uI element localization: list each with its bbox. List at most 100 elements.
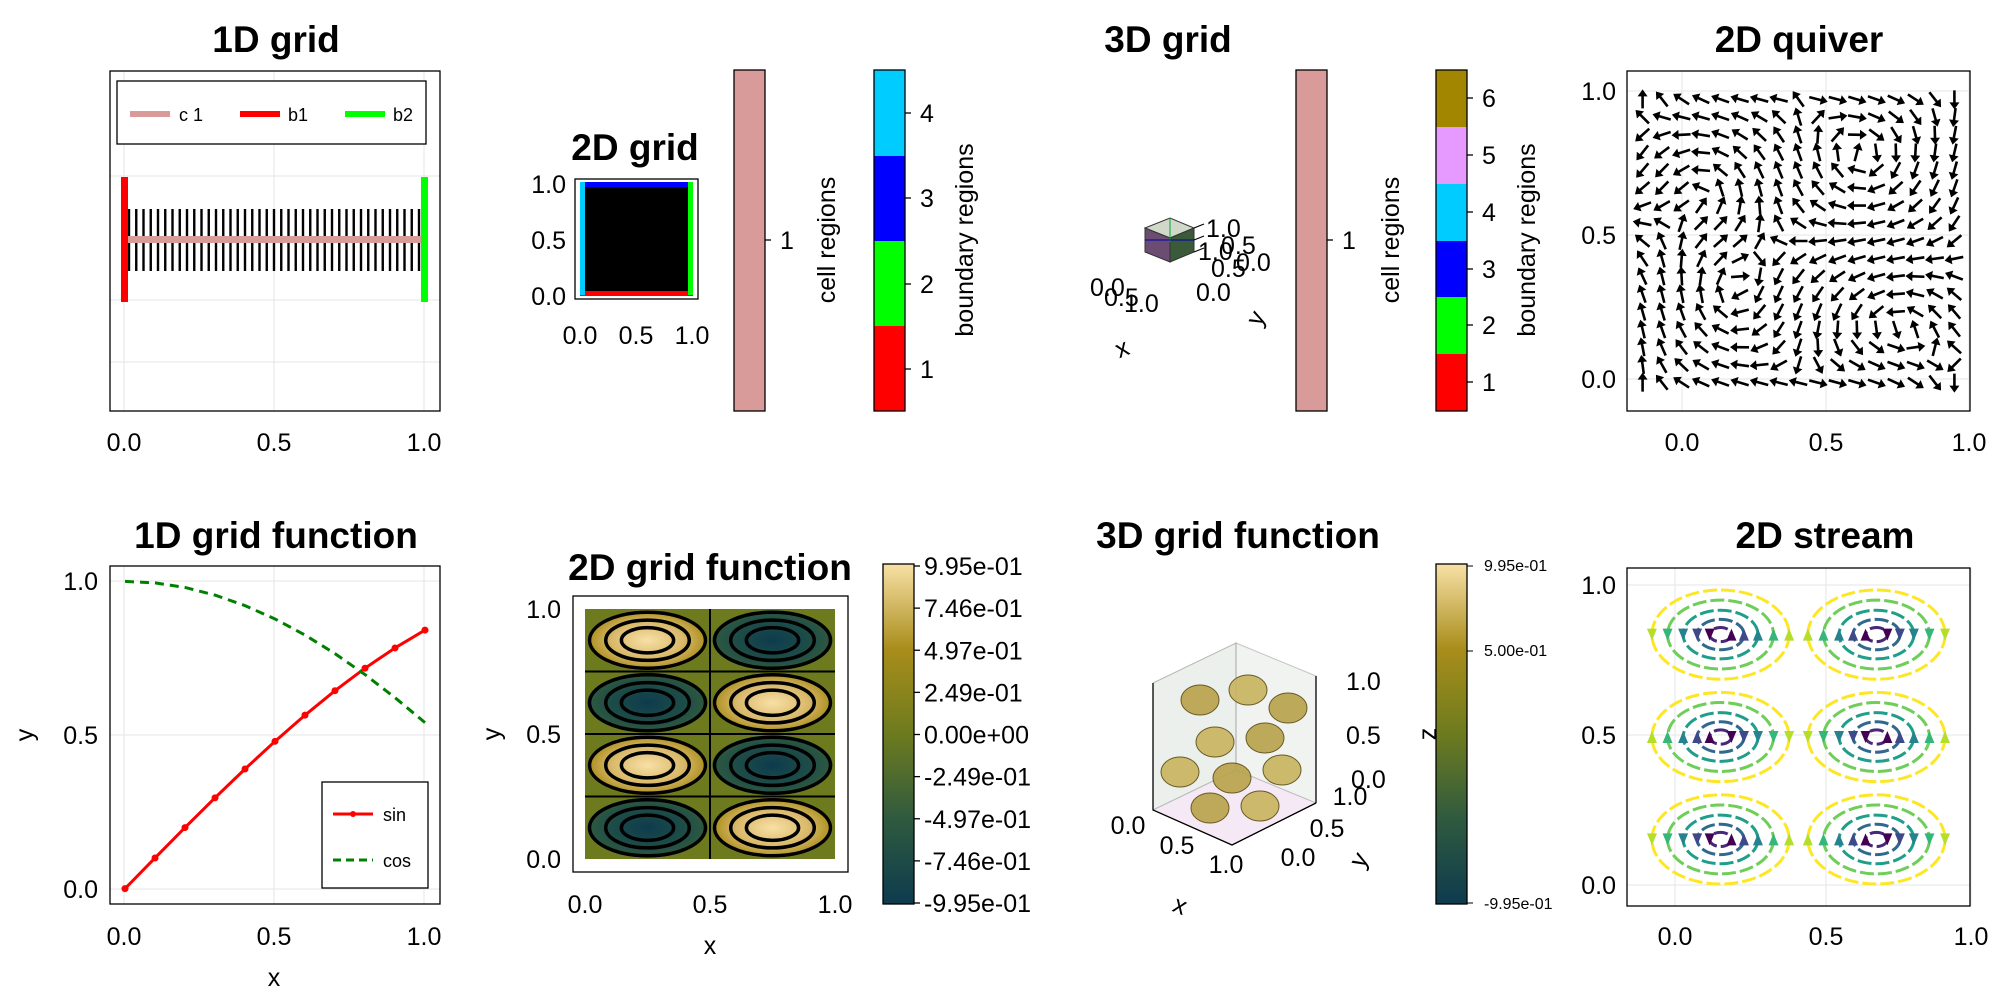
stream-arrow	[1678, 833, 1689, 846]
x-tick-label: 0.0	[1090, 274, 1125, 302]
x-tick-label: 1.0	[1124, 290, 1159, 318]
quiver-arrow	[1711, 359, 1730, 370]
quiver-arrow	[1696, 249, 1707, 268]
tick-label: 0.0	[1581, 366, 1616, 394]
stream-line	[1806, 588, 1947, 681]
quiver-arrow	[1886, 236, 1905, 247]
quiver-arrow	[1769, 235, 1788, 246]
quiver-arrow	[1847, 254, 1866, 265]
panel-3d-grid-function: 3D grid function 0.0 0.5 1.0 0.0 0.5 1.0…	[1096, 515, 1552, 921]
quiver-arrow	[1907, 93, 1924, 106]
quiver-arrow	[1808, 236, 1828, 247]
y-tick-label: 0.5	[1211, 255, 1246, 283]
quiver-arrow	[1868, 128, 1885, 141]
tick-label: 0.5	[619, 322, 654, 350]
quiver-arrow	[1792, 303, 1804, 322]
quiver-arrow	[1730, 111, 1749, 122]
quiver-arrow	[1715, 196, 1727, 215]
colorbar-tick: 2.49e-01	[924, 679, 1023, 707]
quiver-arrow	[1946, 234, 1963, 248]
tick-label: 0.0	[1665, 429, 1700, 457]
quiver-arrow	[1676, 284, 1686, 304]
quiver-arrow	[1792, 338, 1803, 357]
quiver-arrow	[1867, 378, 1886, 389]
stream-arrow	[1646, 628, 1657, 641]
isosurface-blob	[1245, 722, 1285, 754]
stream-arrow	[1882, 731, 1893, 743]
contour-line	[619, 625, 676, 655]
colorbar-tick: 4.97e-01	[924, 637, 1023, 665]
tick-label: 1.0	[407, 923, 442, 951]
quiver-arrow	[1810, 109, 1825, 125]
quiver-arrow	[1867, 112, 1886, 123]
colorbar-tick: -7.46e-01	[924, 848, 1031, 876]
quiver-arrow	[1656, 284, 1667, 304]
axis-label-y: y	[478, 727, 506, 740]
colorbar-tick: -2.49e-01	[924, 764, 1031, 792]
quiver-arrow	[1711, 111, 1730, 122]
legend-entry: b2	[393, 105, 413, 125]
quiver-arrow	[1656, 249, 1667, 268]
stream-arrow	[1784, 628, 1795, 641]
quiver-arrow	[1811, 180, 1825, 196]
colorbar-ticks: 9.95e-01 7.46e-01 4.97e-01 2.49e-01 0.00e+00…	[914, 553, 1031, 918]
quiver-arrow	[1905, 271, 1925, 282]
quiver-arrow	[1672, 148, 1691, 159]
quiver-arrow	[1888, 180, 1904, 195]
tick-label: 1.0	[1952, 429, 1987, 457]
quiver-arrow	[1928, 91, 1942, 108]
stream-arrow	[1802, 628, 1813, 641]
tick-label: 0.0	[63, 876, 98, 904]
quiver-arrow	[1730, 307, 1750, 318]
quiver-arrow	[1633, 201, 1652, 212]
boundary-edge-top	[580, 182, 693, 187]
quiver-arrow	[1752, 250, 1766, 267]
quiver-arrow	[1654, 145, 1671, 159]
stream-line	[1695, 822, 1746, 857]
isosurface-blob	[1180, 684, 1220, 716]
stream-arrow	[1768, 833, 1779, 846]
stream-arrow	[1752, 628, 1763, 641]
quiver-arrow	[1730, 271, 1751, 282]
stream-arrow	[1738, 628, 1749, 641]
quiver-arrow	[1655, 162, 1670, 178]
tick-label: 0.0	[526, 846, 561, 874]
cell-regions-colorbar	[1295, 69, 1328, 412]
colorbar-label: cell regions	[1377, 177, 1405, 303]
stream-lines	[1646, 588, 1951, 886]
quiver-arrow	[1946, 340, 1962, 355]
quiver-arrow	[1847, 95, 1867, 105]
tick-label: 0.5	[63, 722, 98, 750]
quiver-arrow	[1949, 373, 1960, 393]
stream-line	[1681, 813, 1760, 866]
quiver-arrow	[1773, 321, 1785, 338]
plot-frame	[1626, 567, 1971, 907]
cell-regions-colorbar	[733, 69, 766, 412]
data-point	[421, 626, 429, 634]
quiver-arrow	[1753, 161, 1765, 179]
quiver-arrow	[1711, 323, 1730, 335]
quiver-arrow	[1652, 111, 1672, 122]
stream-arrow	[1662, 731, 1673, 743]
quiver-arrow	[1637, 355, 1648, 375]
quiver-arrow	[1691, 93, 1710, 105]
quiver-arrow	[1634, 234, 1651, 248]
quiver-arrow	[1946, 287, 1963, 301]
quiver-arrow	[1773, 285, 1784, 304]
quiver-arrow	[1867, 360, 1886, 371]
data-point	[121, 885, 129, 893]
stream-arrow	[1908, 731, 1919, 743]
quiver-arrow	[1753, 232, 1766, 250]
colorbar-tick: 1	[1342, 227, 1356, 255]
contour-line	[712, 673, 833, 733]
stream-arrow	[1692, 628, 1703, 641]
quiver-arrow	[1832, 338, 1844, 357]
colorbar-tick: 5	[1482, 142, 1496, 170]
quiver-arrow	[1867, 95, 1886, 106]
quiver-arrow	[1890, 126, 1902, 144]
quiver-arrow	[1867, 183, 1886, 194]
quiver-arrow	[1769, 377, 1789, 387]
quiver-arrow	[1773, 196, 1784, 215]
tick-label: 0.0	[568, 891, 603, 919]
